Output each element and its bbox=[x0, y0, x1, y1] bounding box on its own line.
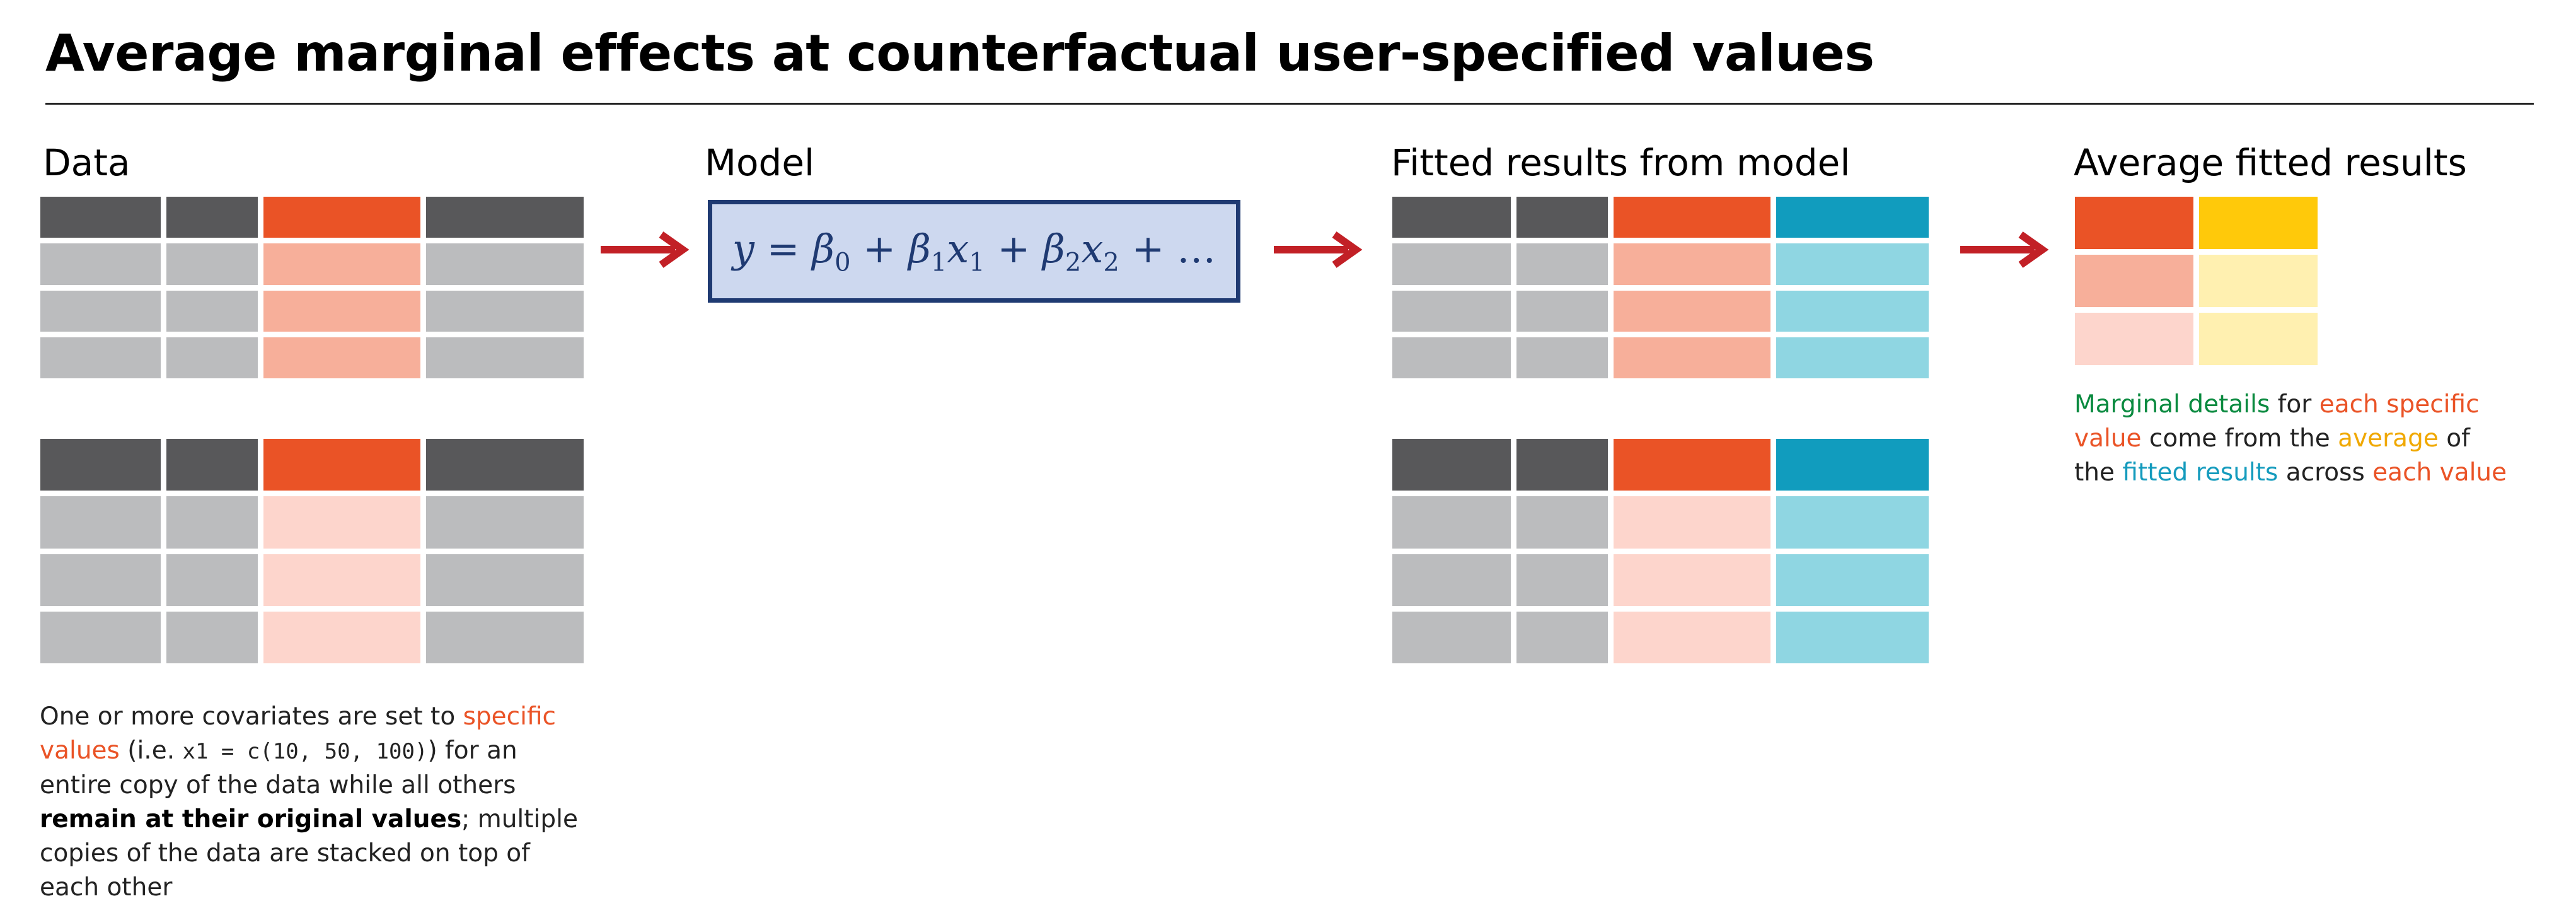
arrow-data-to-model-icon bbox=[601, 231, 690, 268]
average-table-cell bbox=[2075, 313, 2193, 365]
data-bottom-cell bbox=[426, 496, 584, 549]
fitted-table-top bbox=[1392, 197, 1929, 378]
fitted-bottom-cell bbox=[1776, 611, 1929, 663]
fitted-bottom-cell bbox=[1614, 439, 1770, 491]
arrow-fitted-to-average-icon bbox=[1960, 231, 2049, 268]
average-description: Marginal details for each specific value… bbox=[2074, 390, 2507, 487]
fitted-heading: Fitted results from model bbox=[1391, 141, 1851, 184]
fitted-top-cell bbox=[1516, 290, 1608, 332]
average-table-cell bbox=[2199, 197, 2318, 249]
fitted-bottom-cell bbox=[1392, 496, 1511, 549]
average-table-cell bbox=[2075, 255, 2193, 307]
data-top-cell bbox=[263, 290, 420, 332]
fitted-top-cell bbox=[1614, 197, 1770, 238]
data-top-cell bbox=[263, 197, 420, 238]
data-top-cell bbox=[426, 243, 584, 285]
data-top-cell bbox=[263, 337, 420, 378]
fitted-top-cell bbox=[1516, 337, 1608, 378]
fitted-top-cell bbox=[1392, 197, 1511, 238]
fitted-bottom-cell bbox=[1392, 554, 1511, 606]
fitted-bottom-cell bbox=[1516, 439, 1608, 491]
data-top-cell bbox=[426, 337, 584, 378]
data-top-cell bbox=[40, 337, 161, 378]
data-description: One or more covariates are set to specif… bbox=[40, 702, 578, 902]
data-top-cell bbox=[263, 243, 420, 285]
data-top-cell bbox=[426, 290, 584, 332]
data-bottom-cell bbox=[263, 439, 420, 491]
data-bottom-cell bbox=[263, 496, 420, 549]
data-bottom-cell bbox=[426, 554, 584, 606]
fitted-bottom-cell bbox=[1614, 554, 1770, 606]
data-bottom-cell bbox=[426, 611, 584, 663]
model-heading: Model bbox=[705, 141, 815, 184]
data-bottom-cell bbox=[263, 611, 420, 663]
average-table-cell bbox=[2199, 313, 2318, 365]
data-top-cell bbox=[166, 197, 258, 238]
fitted-bottom-cell bbox=[1776, 439, 1929, 491]
data-bottom-cell bbox=[426, 439, 584, 491]
data-top-cell bbox=[40, 290, 161, 332]
fitted-top-cell bbox=[1776, 337, 1929, 378]
fitted-bottom-cell bbox=[1516, 496, 1608, 549]
data-table-bottom bbox=[40, 439, 584, 663]
data-bottom-cell bbox=[166, 496, 258, 549]
average-heading: Average fitted results bbox=[2074, 141, 2467, 184]
data-top-cell bbox=[426, 197, 584, 238]
fitted-bottom-cell bbox=[1392, 611, 1511, 663]
fitted-bottom-cell bbox=[1776, 496, 1929, 549]
fitted-top-cell bbox=[1776, 243, 1929, 285]
fitted-bottom-cell bbox=[1614, 496, 1770, 549]
data-bottom-cell bbox=[166, 554, 258, 606]
data-bottom-cell bbox=[40, 554, 161, 606]
fitted-top-cell bbox=[1392, 243, 1511, 285]
average-table-cell bbox=[2199, 255, 2318, 307]
data-top-cell bbox=[166, 243, 258, 285]
data-top-cell bbox=[40, 243, 161, 285]
page-title: Average marginal effects at counterfactu… bbox=[45, 24, 1874, 83]
fitted-top-cell bbox=[1614, 290, 1770, 332]
average-table-cell bbox=[2075, 197, 2193, 249]
data-bottom-cell bbox=[40, 439, 161, 491]
fitted-bottom-cell bbox=[1776, 554, 1929, 606]
data-bottom-cell bbox=[263, 554, 420, 606]
data-table-top bbox=[40, 197, 584, 378]
average-table bbox=[2075, 197, 2318, 365]
data-bottom-cell bbox=[40, 496, 161, 549]
title-divider bbox=[45, 103, 2534, 105]
data-top-cell bbox=[166, 337, 258, 378]
fitted-bottom-cell bbox=[1516, 611, 1608, 663]
data-top-cell bbox=[40, 197, 161, 238]
model-equation-box: y = β0 + β1x1 + β2x2 + … bbox=[708, 200, 1240, 303]
fitted-top-cell bbox=[1614, 337, 1770, 378]
fitted-bottom-cell bbox=[1392, 439, 1511, 491]
data-bottom-cell bbox=[166, 611, 258, 663]
fitted-top-cell bbox=[1392, 337, 1511, 378]
fitted-top-cell bbox=[1614, 243, 1770, 285]
data-heading: Data bbox=[43, 141, 130, 184]
fitted-top-cell bbox=[1516, 197, 1608, 238]
fitted-top-cell bbox=[1516, 243, 1608, 285]
model-equation: y = β0 + β1x1 + β2x2 + … bbox=[732, 225, 1216, 277]
fitted-top-cell bbox=[1776, 290, 1929, 332]
fitted-top-cell bbox=[1776, 197, 1929, 238]
data-bottom-cell bbox=[40, 611, 161, 663]
arrow-model-to-fitted-icon bbox=[1274, 231, 1363, 268]
data-bottom-cell bbox=[166, 439, 258, 491]
fitted-table-bottom bbox=[1392, 439, 1929, 663]
fitted-bottom-cell bbox=[1614, 611, 1770, 663]
fitted-bottom-cell bbox=[1516, 554, 1608, 606]
data-top-cell bbox=[166, 290, 258, 332]
fitted-top-cell bbox=[1392, 290, 1511, 332]
